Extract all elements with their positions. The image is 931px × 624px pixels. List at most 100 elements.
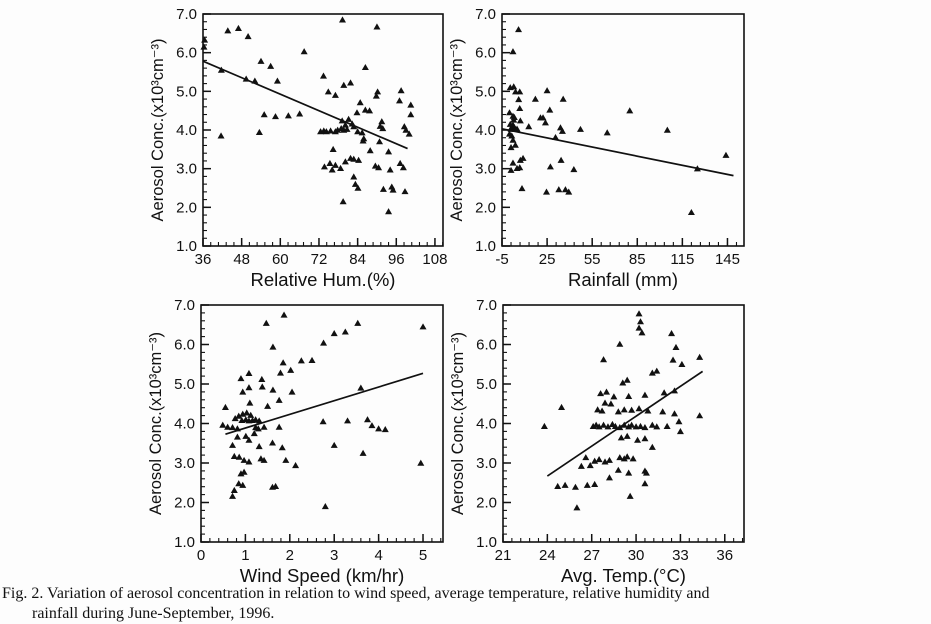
y-tick-label: 3.0 bbox=[174, 455, 195, 472]
triangle-marker bbox=[201, 36, 209, 43]
triangle-marker bbox=[648, 443, 656, 450]
triangle-marker bbox=[669, 356, 677, 363]
triangle-marker bbox=[258, 375, 266, 382]
triangle-marker bbox=[237, 375, 245, 382]
triangle-marker bbox=[620, 455, 628, 462]
triangle-marker bbox=[353, 109, 361, 116]
triangle-marker bbox=[229, 424, 237, 431]
triangle-marker bbox=[672, 343, 680, 350]
triangle-marker bbox=[671, 410, 679, 417]
triangle-marker bbox=[381, 426, 389, 433]
triangle-marker bbox=[327, 127, 335, 134]
y-tick-label: 1.0 bbox=[174, 534, 195, 551]
triangle-marker bbox=[233, 433, 241, 440]
x-tick-label: 30 bbox=[628, 547, 645, 564]
triangle-marker bbox=[237, 470, 245, 477]
x-tick-label: 36 bbox=[195, 251, 212, 268]
x-tick-label: 60 bbox=[272, 251, 289, 268]
triangle-marker bbox=[379, 185, 387, 192]
triangle-marker bbox=[300, 48, 308, 55]
triangle-marker bbox=[250, 429, 258, 437]
triangle-marker bbox=[558, 403, 566, 411]
triangle-marker bbox=[508, 132, 516, 139]
triangle-marker bbox=[407, 111, 415, 118]
triangle-marker bbox=[506, 109, 514, 116]
triangle-marker bbox=[344, 417, 352, 424]
triangle-marker bbox=[373, 23, 381, 30]
triangle-marker bbox=[620, 406, 628, 413]
triangle-marker bbox=[254, 425, 262, 432]
triangle-marker bbox=[245, 369, 253, 377]
triangle-marker bbox=[326, 159, 334, 166]
triangle-marker bbox=[583, 481, 591, 488]
x-tick-label: 84 bbox=[349, 251, 366, 268]
y-tick-label: 5.0 bbox=[475, 83, 496, 100]
triangle-marker bbox=[262, 319, 270, 326]
triangle-marker bbox=[668, 330, 676, 337]
x-tick-label: 0 bbox=[197, 547, 205, 564]
x-axis-label: Wind Speed (km/hr) bbox=[240, 565, 405, 586]
triangle-marker bbox=[614, 408, 622, 415]
triangle-marker bbox=[324, 88, 332, 95]
triangle-marker bbox=[255, 417, 263, 424]
triangle-marker bbox=[616, 454, 624, 461]
caption-line-1: Fig. 2. Variation of aerosol concentrati… bbox=[2, 585, 710, 602]
triangle-marker bbox=[345, 115, 353, 122]
triangle-marker bbox=[269, 343, 277, 350]
triangle-marker bbox=[628, 406, 636, 413]
x-tick-label: 108 bbox=[422, 251, 447, 268]
triangle-marker bbox=[217, 132, 225, 139]
triangle-marker bbox=[554, 482, 562, 490]
triangle-marker bbox=[275, 396, 283, 403]
triangle-marker bbox=[419, 323, 427, 330]
triangle-marker bbox=[271, 113, 279, 120]
scatter-plot-rainfall: -5 25 55 85 115 145 1.0 2.0 3.0 4.0 5.0 6.0 7.0 Rainf… bbox=[448, 6, 745, 290]
triangle-marker bbox=[255, 128, 263, 136]
triangle-marker bbox=[597, 390, 605, 397]
triangle-marker bbox=[557, 156, 565, 163]
triangle-marker bbox=[625, 469, 633, 476]
triangle-marker bbox=[626, 107, 634, 114]
y-tick-label: 2.0 bbox=[174, 495, 195, 512]
triangle-marker bbox=[626, 492, 634, 499]
triangle-marker bbox=[278, 444, 286, 451]
y-tick-label: 7.0 bbox=[475, 6, 496, 23]
triangle-marker bbox=[330, 330, 338, 337]
triangle-marker bbox=[242, 432, 250, 439]
y-axis-label: Aerosol Conc.(x10³cm⁻³) bbox=[147, 332, 165, 515]
triangle-marker bbox=[396, 97, 404, 104]
x-tick-label: 21 bbox=[495, 547, 512, 564]
x-axis: 0 1 2 3 4 5 bbox=[197, 534, 442, 564]
triangle-marker bbox=[244, 33, 252, 40]
triangle-marker bbox=[385, 208, 393, 215]
triangle-marker bbox=[331, 128, 339, 135]
triangle-marker bbox=[573, 504, 581, 511]
triangle-marker bbox=[565, 188, 573, 195]
triangle-marker bbox=[357, 384, 365, 391]
triangle-marker bbox=[507, 166, 515, 173]
y-tick-label: 6.0 bbox=[174, 337, 195, 354]
x-axis-label: Rainfall (mm) bbox=[568, 269, 678, 290]
triangle-marker bbox=[559, 95, 567, 102]
triangle-marker bbox=[260, 456, 268, 463]
x-tick-label: 36 bbox=[716, 547, 733, 564]
triangle-marker bbox=[235, 453, 243, 460]
triangle-marker bbox=[399, 164, 407, 171]
data-points bbox=[506, 26, 730, 216]
triangle-marker bbox=[292, 461, 300, 469]
y-tick-label: 2.0 bbox=[176, 199, 197, 216]
y-tick-label: 5.0 bbox=[476, 376, 497, 393]
triangle-marker bbox=[224, 423, 232, 430]
triangle-marker bbox=[347, 79, 355, 86]
triangle-marker bbox=[330, 441, 338, 448]
triangle-marker bbox=[594, 406, 602, 413]
x-tick-label: 5 bbox=[419, 547, 427, 564]
trend-line bbox=[202, 60, 408, 150]
triangle-marker bbox=[229, 492, 237, 499]
triangle-marker bbox=[660, 389, 668, 396]
trend-line bbox=[501, 128, 734, 177]
triangle-marker bbox=[240, 456, 248, 463]
triangle-marker bbox=[378, 118, 386, 125]
y-axis-label: Aerosol Conc.(x10³cm⁻³) bbox=[149, 39, 167, 222]
